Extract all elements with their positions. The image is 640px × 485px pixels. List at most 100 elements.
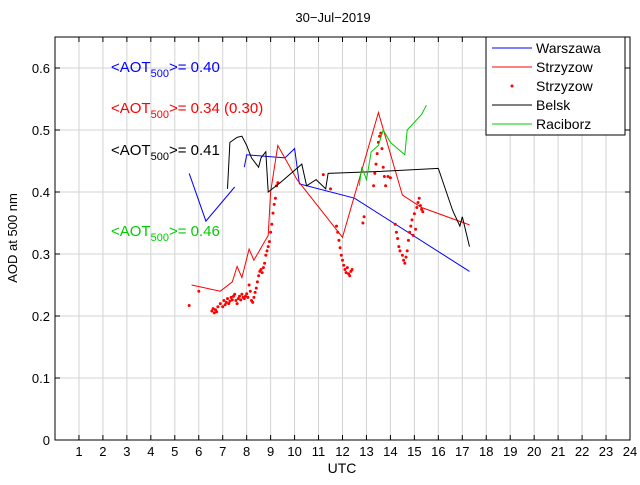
aot-value: >= 0.41 bbox=[169, 142, 220, 159]
series-point-strzyzow bbox=[350, 268, 354, 271]
y-axis-label: AOD at 500 nm bbox=[5, 193, 20, 283]
series-point-strzyzow bbox=[270, 222, 274, 226]
series-line-warszawa bbox=[188, 173, 236, 223]
series-point-strzyzow bbox=[335, 224, 338, 228]
series-point-strzyzow bbox=[253, 290, 257, 294]
legend: Warszawa Strzyzow Strzyzow Belsk Raciborz bbox=[485, 36, 626, 136]
series-point-strzyzow bbox=[252, 295, 256, 299]
series-point-strzyzow bbox=[341, 258, 344, 262]
series-point-strzyzow bbox=[405, 249, 409, 253]
series-point-strzyzow bbox=[398, 249, 402, 253]
series-point-strzyzow bbox=[348, 274, 352, 278]
series-point-strzyzow bbox=[382, 175, 386, 178]
series-point-strzyzow bbox=[226, 297, 229, 301]
series-point-strzyzow bbox=[414, 227, 418, 231]
series-point-strzyzow bbox=[342, 263, 346, 267]
grid bbox=[55, 37, 631, 440]
aot-value: >= 0.34 (0.30) bbox=[169, 100, 263, 117]
series-point-strzyzow bbox=[375, 152, 379, 156]
series-point-strzyzow bbox=[238, 294, 241, 298]
series-point-strzyzow bbox=[215, 310, 219, 314]
legend-label-strzyzow: Strzyzow bbox=[536, 59, 594, 75]
aot-prefix: <AOT bbox=[111, 59, 151, 76]
x-tick-label: 3 bbox=[123, 444, 130, 459]
series-point-strzyzow bbox=[406, 238, 410, 242]
series-point-strzyzow bbox=[345, 266, 349, 270]
series-point-strzyzow bbox=[411, 233, 415, 237]
x-tick-label: 5 bbox=[171, 444, 178, 459]
series-point-strzyzow bbox=[233, 292, 237, 296]
series-point-strzyzow bbox=[260, 271, 264, 275]
series-point-strzyzow bbox=[248, 289, 252, 293]
x-tick-label: 4 bbox=[147, 444, 154, 459]
series-point-strzyzow bbox=[402, 258, 406, 262]
series-point-strzyzow bbox=[223, 303, 227, 307]
x-tick-label: 10 bbox=[287, 444, 301, 459]
series-point-strzyzow bbox=[408, 230, 412, 234]
series-point-strzyzow bbox=[409, 224, 413, 228]
series-line-warszawa bbox=[243, 147, 470, 272]
axis-ticks: 1 2 3 4 5 6 7 8 9 10 11 12 13 14 15 16 17 18 19 20 21 22 23 240… bbox=[32, 37, 637, 459]
y-tick-label: 0.3 bbox=[32, 247, 50, 262]
series-point-strzyzow bbox=[210, 309, 214, 313]
series-point-strzyzow bbox=[212, 311, 216, 315]
series-point-strzyzow bbox=[329, 187, 332, 191]
series-line-strzyzow bbox=[191, 110, 470, 292]
aot-prefix: <AOT bbox=[111, 142, 151, 159]
aot-subscript: 500 bbox=[151, 151, 169, 163]
series-point-strzyzow bbox=[397, 245, 401, 249]
series-point-strzyzow bbox=[218, 302, 222, 306]
series-point-strzyzow bbox=[216, 305, 220, 309]
aot-annotation: <AOT500>= 0.34 (0.30) bbox=[111, 100, 263, 121]
y-tick-label: 0 bbox=[43, 433, 50, 448]
series-point-strzyzow bbox=[344, 271, 348, 275]
y-tick-label: 0.2 bbox=[32, 309, 50, 324]
x-tick-label: 6 bbox=[195, 444, 202, 459]
legend-label-strzyzow: Strzyzow bbox=[536, 78, 594, 94]
legend-marker-strzyzow bbox=[510, 84, 514, 88]
series-point-strzyzow bbox=[400, 253, 404, 257]
series-point-strzyzow bbox=[211, 307, 215, 311]
series-point-strzyzow bbox=[372, 184, 376, 188]
series-point-strzyzow bbox=[386, 175, 390, 178]
series-line-belsk bbox=[227, 135, 470, 247]
series-point-strzyzow bbox=[417, 196, 421, 200]
aot-annotation: <AOT500>= 0.46 bbox=[111, 223, 220, 244]
series-point-strzyzow bbox=[263, 261, 267, 265]
series-point-strzyzow bbox=[388, 176, 392, 180]
series-point-strzyzow bbox=[271, 211, 275, 215]
x-tick-label: 9 bbox=[267, 444, 274, 459]
x-tick-label: 2 bbox=[99, 444, 106, 459]
series-point-strzyzow bbox=[415, 206, 419, 209]
series-point-strzyzow bbox=[403, 261, 407, 265]
annotations: <AOT500>= 0.40<AOT500>= 0.34 (0.30)<AOT5… bbox=[111, 59, 263, 244]
series-point-strzyzow bbox=[229, 295, 233, 299]
series-point-strzyzow bbox=[396, 237, 400, 240]
aot-annotation: <AOT500>= 0.40 bbox=[111, 59, 220, 80]
x-axis-label: UTC bbox=[328, 460, 357, 476]
series-point-strzyzow bbox=[251, 300, 255, 304]
aot-value: >= 0.40 bbox=[169, 59, 220, 76]
aot-subscript: 500 bbox=[151, 68, 169, 80]
series-point-strzyzow bbox=[267, 240, 271, 244]
legend-label-belsk: Belsk bbox=[536, 97, 571, 113]
series-point-strzyzow bbox=[404, 255, 408, 259]
y-tick-label: 0.1 bbox=[32, 371, 50, 386]
legend-label-raciborz: Raciborz bbox=[536, 116, 591, 132]
series-point-strzyzow bbox=[381, 165, 385, 169]
x-tick-label: 22 bbox=[575, 444, 589, 459]
series-point-strzyzow bbox=[257, 274, 261, 278]
series-point-strzyzow bbox=[418, 204, 422, 208]
x-tick-label: 16 bbox=[431, 444, 445, 459]
series-point-strzyzow bbox=[187, 304, 191, 307]
x-tick-label: 7 bbox=[219, 444, 226, 459]
series-point-strzyzow bbox=[336, 230, 340, 234]
series-point-strzyzow bbox=[221, 305, 225, 309]
series-point-strzyzow bbox=[254, 286, 258, 290]
series-point-strzyzow bbox=[338, 246, 342, 250]
x-tick-label: 11 bbox=[312, 444, 326, 459]
x-tick-label: 20 bbox=[527, 444, 541, 459]
series-point-strzyzow bbox=[362, 215, 366, 219]
